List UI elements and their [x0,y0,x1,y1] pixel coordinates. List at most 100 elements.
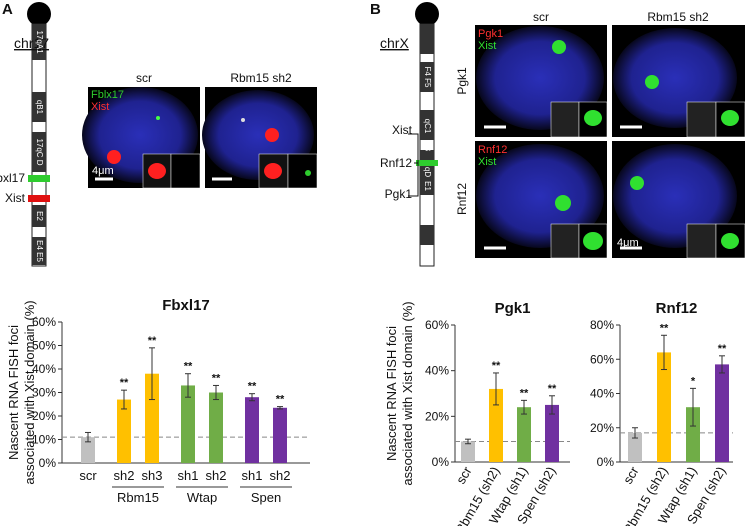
bar [209,392,223,463]
column-title: Rbm15 sh2 [230,71,292,85]
y-axis-label: Nascent RNA FISH foci [6,325,21,460]
significance: ** [660,322,669,334]
bar [489,388,503,462]
channel-label: Pgk1 [478,28,503,40]
gene-marker [28,195,50,202]
significance: ** [120,377,129,389]
bracket [408,133,419,197]
band-label: qC1 [423,119,432,134]
y-tick-label: 60% [32,315,56,329]
channel-label: Fblx17 [91,89,124,101]
gene-label: Xist [5,191,26,205]
channel-label: Xist [91,101,109,113]
x-tick-label: sh1 [178,468,199,483]
y-tick-label: 20% [425,409,449,423]
band-label: E4 E5 [35,240,44,262]
y-tick-label: 30% [32,386,56,400]
y-tick-label: 0% [597,455,615,469]
centromere [415,2,439,26]
band-label: qB1 [35,100,44,115]
panel-letter: B [370,1,381,18]
chromosome-name: chr17 [14,35,49,51]
y-tick-label: 60% [425,318,449,332]
significance: ** [148,335,157,347]
micrograph [612,25,746,138]
group-label: Rbm15 [117,490,159,505]
gene-marker [416,160,438,166]
y-tick-label: 10% [32,433,56,447]
x-tick-label: sh2 [270,468,291,483]
y-tick-label: 20% [590,421,614,435]
significance: ** [548,383,557,395]
x-tick-label: scr [453,463,475,486]
band-label: 17qA1 [35,30,44,54]
bar [715,364,729,462]
bar [628,432,642,462]
column-title: scr [136,71,152,85]
y-tick-label: 0% [39,456,57,470]
panel-letter: A [2,1,13,18]
chart-title: Fbxl17 [162,297,210,314]
gene-label: Pgk1 [385,187,413,201]
bar [245,397,259,463]
bands [420,24,434,245]
band-label: F4 F5 [423,67,432,88]
row-title: Pgk1 [455,67,469,95]
y-tick-label: 40% [590,387,614,401]
row-title: Rnf12 [455,183,469,215]
gene-label: Fbxl17 [0,171,25,185]
chart-title: Rnf12 [656,300,698,317]
bar [145,373,159,463]
x-tick-label: sh2 [114,468,135,483]
band-label: qE3 [423,198,432,213]
bar [181,385,195,463]
y-tick-label: 80% [590,318,614,332]
bands [32,24,46,265]
x-tick-label: scr [620,463,642,486]
chromosome-name: chrX [380,35,409,51]
bar [273,407,287,463]
band-label: 17qC D [35,138,44,165]
significance: ** [248,381,257,393]
bar [686,407,700,462]
significance: ** [276,394,285,406]
y-tick-label: 60% [590,352,614,366]
group-label: Spen [251,490,281,505]
significance: ** [492,360,501,372]
micrograph: 4μm [612,141,746,259]
significance: * [691,375,696,387]
y-tick-label: 40% [425,364,449,378]
y-tick-label: 50% [32,339,56,353]
x-tick-label: sh2 [206,468,227,483]
micrograph: Rnf12 Xist [475,141,608,259]
group-label: Wtap [187,490,217,505]
column-title: Rbm15 sh2 [647,10,709,24]
micrograph: 4μm Fblx17 Xist [82,87,201,189]
y-axis-label: Nascent RNA FISH foci [384,326,399,461]
y-axis-label: associated with Xist domain (%) [22,300,37,484]
significance: ** [718,343,727,355]
significance: ** [520,387,529,399]
bar [657,352,671,462]
scale-label: 4μm [617,237,639,249]
y-tick-label: 0% [432,455,450,469]
column-title: scr [533,10,549,24]
y-axis-label: associated with Xist domain (%) [400,301,415,485]
significance: ** [184,361,193,373]
band-label: E1 [423,181,432,191]
scale-label: 4μm [92,165,114,177]
channel-label: Rnf12 [478,144,507,156]
band-label: C3 [423,141,432,152]
centromere [27,2,51,26]
micrograph [202,87,318,189]
bar [517,407,531,462]
chart-title: Pgk1 [495,300,531,317]
band-label: E2 [35,211,44,221]
bar [461,441,475,462]
y-tick-label: 40% [32,362,56,376]
gene-label: Rnf12 [380,156,412,170]
bar [545,404,559,462]
x-tick-label: sh1 [242,468,263,483]
band-label: qD [423,167,432,177]
